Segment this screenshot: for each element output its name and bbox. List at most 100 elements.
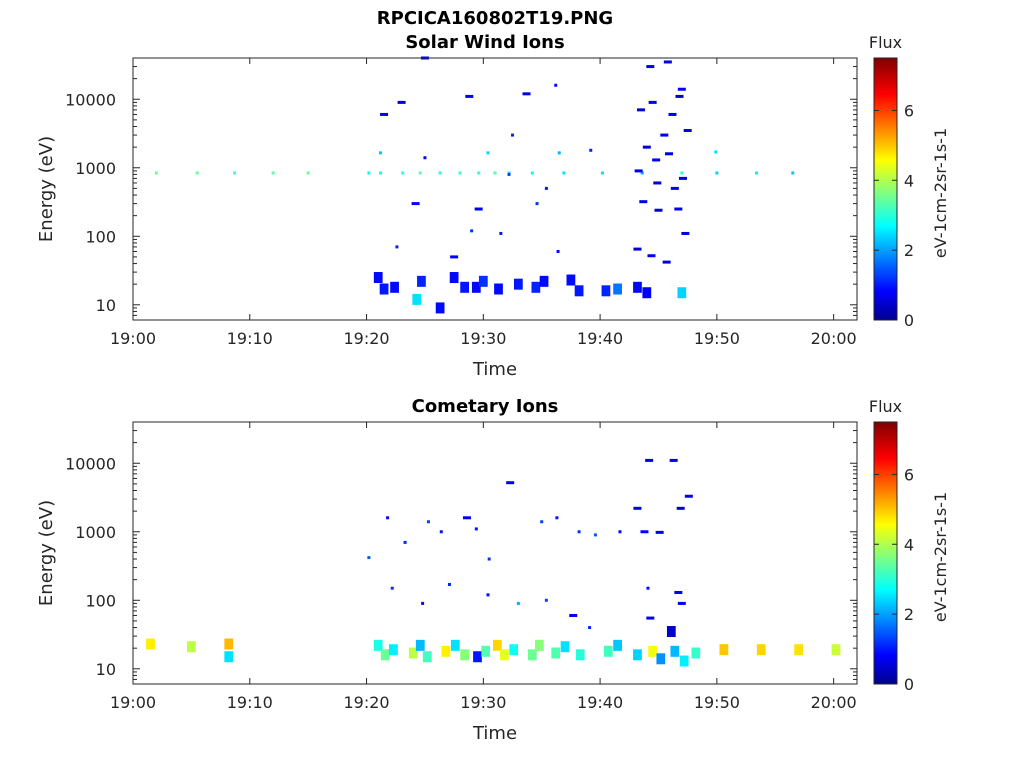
data-cell [397,100,406,104]
panel-title: Solar Wind Ions [405,32,564,53]
data-cell [646,586,650,590]
data-cell [613,639,622,651]
x-tick-label: 19:40 [577,329,623,348]
data-cell [676,506,685,510]
data-cell [306,171,310,175]
data-cell [421,601,425,605]
data-cell [681,231,690,235]
data-cell [588,626,592,630]
plot-area [132,421,858,685]
data-cell [380,649,390,661]
data-cell [639,200,648,204]
colorbar-title: Flux [869,397,902,416]
data-cell [386,516,390,520]
data-cell [551,647,561,659]
x-tick-label: 19:20 [343,693,389,712]
data-cell [367,171,371,175]
data-cell [683,128,692,132]
data-cell [224,651,234,663]
data-cell [714,150,718,154]
plot-frame [132,57,858,321]
data-cell [530,171,534,175]
data-cell [653,181,662,185]
data-cell [654,208,663,212]
data-cell [534,639,544,651]
data-cell [460,649,470,661]
data-cell [679,176,688,180]
data-cell [516,601,520,605]
figure-title: RPCICA160802T19.PNG [377,8,613,29]
y-tick-label: 100 [85,227,116,246]
data-cell [669,458,678,462]
data-cell [379,171,383,175]
data-cell [677,87,686,91]
data-cell [401,171,405,175]
data-cell [380,112,389,116]
data-cell [367,556,371,560]
data-cell [470,229,474,233]
data-cell [544,186,548,190]
data-cell [794,644,803,656]
data-cell [390,586,394,590]
colorbar-title: Flux [869,33,902,52]
data-cell [477,171,481,175]
data-cell [646,616,655,620]
data-cell [474,207,483,211]
data-cell [618,530,622,534]
data-cell [438,171,442,175]
data-cell [535,202,539,206]
data-cell [426,520,430,524]
colorbar-tick-label: 0 [904,675,914,694]
x-tick-label: 19:30 [460,329,506,348]
data-cell [593,533,597,537]
data-cell [460,281,470,293]
data-cell [471,281,481,293]
data-cell [507,172,511,176]
data-cell [569,613,578,617]
data-cell [435,302,445,314]
data-cell [589,148,593,152]
data-cell [642,145,651,149]
x-tick-label: 19:10 [227,329,273,348]
colorbar: 0 2 4 6 Flux eV-1cm-2sr-1s-1 [869,397,950,694]
data-cell [560,641,570,653]
data-cell [677,287,687,299]
x-tick-label: 19:30 [460,693,506,712]
y-tick-label: 10 [96,296,116,315]
data-cell [493,171,497,175]
data-cell [439,530,443,534]
data-cell [557,151,561,155]
data-cell [499,231,503,235]
x-tick-label: 19:00 [110,693,156,712]
data-cell [465,94,474,98]
colorbar-tick-label: 2 [904,605,914,624]
data-cell [555,516,559,520]
data-cell [486,593,490,597]
data-cell [389,644,398,656]
data-cell [603,645,613,657]
data-cell [422,651,432,663]
data-cell [499,649,509,661]
data-cell [487,557,491,561]
y-tick-label: 10000 [65,90,116,109]
data-cell [447,582,451,586]
y-tick-label: 10 [96,660,116,679]
data-cell [575,649,585,661]
x-tick-label: 20:00 [811,329,857,348]
data-cell [675,94,684,98]
data-cell [684,494,693,498]
data-cell [417,275,426,287]
data-cell [506,481,515,485]
x-tick-label: 19:50 [694,329,740,348]
colorbar-tick-label: 6 [904,101,914,120]
data-cell [680,171,684,175]
data-cell [562,171,566,175]
data-cell [411,202,420,206]
data-cell [566,274,576,286]
colorbar-tick-label: 4 [904,535,914,554]
data-cell [633,247,642,251]
data-cell [379,151,383,155]
data-cell [418,171,422,175]
data-cell [601,285,611,297]
data-cell [600,171,604,175]
